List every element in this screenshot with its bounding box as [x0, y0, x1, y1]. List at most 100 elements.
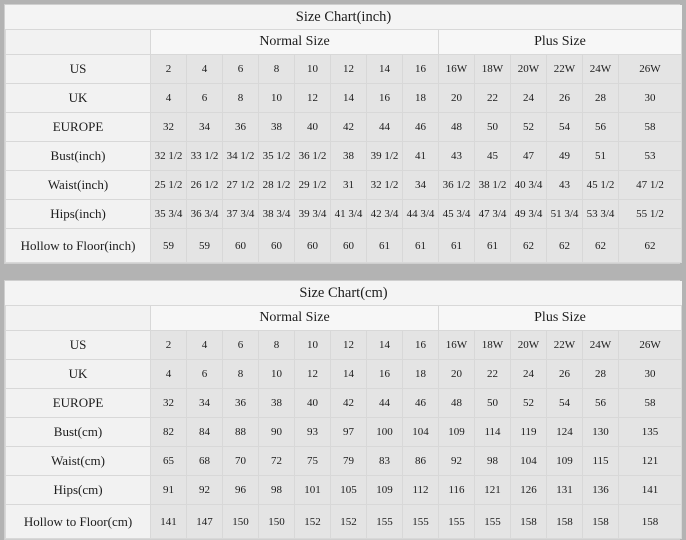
table-cell: 92 [438, 446, 475, 476]
row-label-uk: UK [5, 359, 151, 389]
table-cell: 18W [474, 54, 511, 84]
table-cell: 40 [294, 388, 331, 418]
table-cell: 56 [582, 112, 619, 142]
table-cell: 150 [258, 504, 295, 539]
table-cell: 51 3/4 [546, 199, 583, 229]
table-cell: 62 [546, 228, 583, 263]
table-cell: 48 [438, 388, 475, 418]
table-cell: 45 [474, 141, 511, 171]
table-cell: 32 1/2 [366, 170, 403, 200]
table-cell: 47 3/4 [474, 199, 511, 229]
table-cell: 116 [438, 475, 475, 505]
table-cell: 54 [546, 112, 583, 142]
table-cell: 42 3/4 [366, 199, 403, 229]
table-cell: 10 [294, 330, 331, 360]
table-cell: 49 [546, 141, 583, 171]
row-label-uk: UK [5, 83, 151, 113]
table-cell: 12 [330, 330, 367, 360]
table-cell: 34 [186, 388, 223, 418]
table-cell: 43 [546, 170, 583, 200]
table-cell: 36 [222, 112, 259, 142]
table-cell: 58 [618, 112, 682, 142]
table-cell: 61 [402, 228, 439, 263]
table-cell: 16W [438, 54, 475, 84]
chart-title: Size Chart(cm) [4, 281, 683, 306]
table-cell: 35 1/2 [258, 141, 295, 171]
chart-title: Size Chart(inch) [5, 5, 682, 30]
table-cell: 16 [366, 359, 403, 389]
table-cell: 59 [150, 228, 187, 263]
table-row: UK 4 6 8 10 12 14 16 18 20 22 24 26 28 30 [5, 83, 682, 113]
table-cell: 58 [617, 388, 683, 418]
row-label-europe: EUROPE [5, 388, 151, 418]
row-label-waist-cm: Waist(cm) [5, 446, 151, 476]
table-cell: 16 [366, 83, 403, 113]
group-header-row: Normal Size Plus Size [5, 305, 683, 331]
table-cell: 104 [510, 446, 547, 476]
table-cell: 30 [617, 359, 683, 389]
table-cell: 88 [222, 417, 259, 447]
table-cell: 44 [366, 388, 403, 418]
table-cell: 38 [330, 141, 367, 171]
table-cell: 14 [366, 54, 403, 84]
group-header-corner [5, 305, 151, 331]
table-cell: 30 [618, 83, 682, 113]
table-cell: 29 1/2 [294, 170, 331, 200]
table-cell: 34 [402, 170, 439, 200]
table-cell: 8 [222, 83, 259, 113]
table-cell: 98 [474, 446, 511, 476]
table-cell: 10 [258, 359, 295, 389]
table-cell: 52 [510, 112, 547, 142]
table-cell: 2 [150, 330, 187, 360]
group-header-normal-size: Normal Size [150, 29, 439, 55]
table-cell: 36 [222, 388, 259, 418]
table-cell: 115 [582, 446, 619, 476]
table-cell: 109 [438, 417, 475, 447]
table-cell: 56 [582, 388, 619, 418]
table-cell: 62 [582, 228, 619, 263]
table-row: Hollow to Floor(cm) 141 147 150 150 152 152 155… [5, 504, 683, 539]
table-cell: 14 [330, 83, 367, 113]
table-cell: 22 [474, 359, 511, 389]
table-cell: 4 [150, 83, 187, 113]
table-cell: 10 [294, 54, 331, 84]
table-cell: 104 [402, 417, 439, 447]
table-cell: 126 [510, 475, 547, 505]
table-cell: 84 [186, 417, 223, 447]
table-cell: 38 1/2 [474, 170, 511, 200]
table-cell: 60 [294, 228, 331, 263]
table-cell: 46 [402, 112, 439, 142]
table-cell: 101 [294, 475, 331, 505]
table-cell: 20W [510, 330, 547, 360]
table-cell: 28 [582, 359, 619, 389]
table-cell: 109 [546, 446, 583, 476]
table-cell: 141 [617, 475, 683, 505]
row-label-hips-inch: Hips(inch) [5, 199, 151, 229]
table-cell: 131 [546, 475, 583, 505]
table-cell: 18W [474, 330, 511, 360]
table-cell: 68 [186, 446, 223, 476]
table-cell: 32 [150, 388, 187, 418]
table-cell: 130 [582, 417, 619, 447]
table-cell: 22W [546, 330, 583, 360]
table-cell: 33 1/2 [186, 141, 223, 171]
table-row: UK 4 6 8 10 12 14 16 18 20 22 24 26 28 30 [5, 359, 683, 389]
table-cell: 62 [510, 228, 547, 263]
table-cell: 75 [294, 446, 331, 476]
table-cell: 97 [330, 417, 367, 447]
table-cell: 4 [150, 359, 187, 389]
table-cell: 136 [582, 475, 619, 505]
table-cell: 82 [150, 417, 187, 447]
table-cell: 70 [222, 446, 259, 476]
table-cell: 18 [402, 83, 439, 113]
table-cell: 39 3/4 [294, 199, 331, 229]
table-cell: 41 3/4 [330, 199, 367, 229]
table-cell: 60 [222, 228, 259, 263]
table-cell: 49 3/4 [510, 199, 547, 229]
table-cell: 24W [582, 330, 619, 360]
table-cell: 40 3/4 [510, 170, 547, 200]
table-row: Hips(cm) 91 92 96 98 101 105 109 112 116 121 126 131… [5, 475, 683, 505]
table-cell: 92 [186, 475, 223, 505]
table-cell: 50 [474, 112, 511, 142]
